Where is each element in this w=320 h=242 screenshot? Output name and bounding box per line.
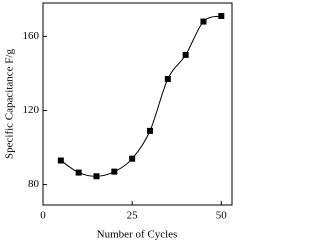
x-tick-label: 0 [40,210,46,222]
data-marker [93,173,100,180]
y-tick-label: 160 [23,30,40,42]
data-marker [129,155,136,162]
data-marker [164,75,171,82]
y-tick-label: 80 [28,178,40,190]
x-tick-label: 25 [127,210,139,222]
data-marker [75,169,82,176]
y-axis-title: Specific Capacitance F/g [4,49,16,159]
data-marker [182,51,189,58]
data-line [60,15,222,177]
data-marker [218,12,225,19]
data-marker [57,157,64,164]
y-tick-label: 120 [23,104,40,116]
data-marker [200,18,207,25]
x-axis-title: Number of Cycles [97,229,178,241]
data-marker [146,127,153,134]
data-marker [111,168,118,175]
chart: Number of Cycles Specific Capacitance F/… [4,2,233,241]
x-tick-label: 50 [216,210,228,222]
plot-frame [42,2,233,206]
